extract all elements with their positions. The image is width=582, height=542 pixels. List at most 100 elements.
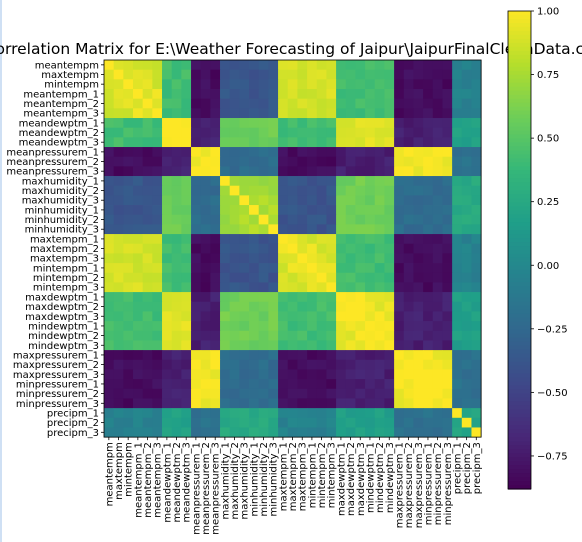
- heatmap-cell: [249, 60, 260, 71]
- heatmap-cell: [326, 69, 337, 80]
- x-tick-label: maxtempm_1: [278, 442, 289, 511]
- heatmap-cell: [432, 321, 443, 332]
- heatmap-cell: [239, 137, 250, 148]
- heatmap-cell: [452, 369, 463, 380]
- heatmap-cell: [471, 127, 482, 138]
- heatmap-cell: [239, 185, 250, 196]
- colorbar-segment: [508, 14, 531, 20]
- heatmap-cell: [171, 69, 182, 80]
- heatmap-cell: [423, 69, 434, 80]
- heatmap-cell: [471, 156, 482, 167]
- heatmap-cell: [365, 243, 376, 254]
- heatmap-cell: [307, 272, 318, 283]
- heatmap-cell: [355, 263, 366, 274]
- heatmap-cell: [326, 176, 337, 187]
- heatmap-cell: [461, 214, 472, 225]
- heatmap-cell: [336, 127, 347, 138]
- heatmap-cell: [442, 195, 453, 206]
- heatmap-cell: [123, 185, 134, 196]
- heatmap-cell: [268, 137, 279, 148]
- heatmap-cell: [123, 98, 134, 109]
- heatmap-cell: [345, 427, 356, 438]
- heatmap-cell: [461, 166, 472, 177]
- heatmap-cell: [336, 89, 347, 100]
- heatmap-cell: [384, 272, 395, 283]
- heatmap-cell: [452, 272, 463, 283]
- heatmap-cell: [278, 359, 289, 370]
- heatmap-cell: [133, 417, 144, 428]
- heatmap-cell: [200, 379, 211, 390]
- heatmap-cell: [471, 195, 482, 206]
- heatmap-cell: [278, 272, 289, 283]
- heatmap-cell: [229, 156, 240, 167]
- heatmap-cell: [152, 263, 163, 274]
- heatmap-cell: [171, 205, 182, 216]
- colorbar-segment: [508, 477, 531, 482]
- colorbar-segment: [508, 86, 531, 92]
- heatmap-cell: [403, 330, 414, 341]
- heatmap-cell: [249, 427, 260, 438]
- heatmap-cell: [394, 321, 405, 332]
- heatmap-cell: [374, 185, 385, 196]
- heatmap-cell: [394, 369, 405, 380]
- heatmap-cell: [249, 253, 260, 264]
- heatmap-cell: [113, 253, 124, 264]
- heatmap-cell: [229, 234, 240, 245]
- x-tick-label: minpressurem_2: [433, 442, 444, 525]
- heatmap-cell: [278, 253, 289, 264]
- heatmap-cell: [191, 243, 202, 254]
- heatmap-cell: [336, 369, 347, 380]
- heatmap-cell: [307, 282, 318, 293]
- heatmap-cell: [268, 253, 279, 264]
- heatmap-cell: [210, 147, 221, 158]
- heatmap-cell: [365, 272, 376, 283]
- heatmap-cell: [355, 166, 366, 177]
- heatmap-cell: [239, 176, 250, 187]
- heatmap-cell: [181, 253, 192, 264]
- heatmap-cell: [471, 427, 482, 438]
- heatmap-cell: [239, 166, 250, 177]
- heatmap-cell: [113, 60, 124, 71]
- heatmap-cell: [162, 79, 173, 90]
- heatmap-cell: [152, 340, 163, 351]
- heatmap-cell: [258, 427, 269, 438]
- heatmap-cell: [432, 98, 443, 109]
- heatmap-cell: [200, 234, 211, 245]
- heatmap-cell: [471, 205, 482, 216]
- heatmap-cell: [297, 427, 308, 438]
- heatmap-cell: [123, 176, 134, 187]
- heatmap-cell: [133, 60, 144, 71]
- heatmap-cell: [239, 350, 250, 361]
- heatmap-cell: [374, 224, 385, 235]
- heatmap-cell: [220, 292, 231, 303]
- heatmap-cell: [200, 166, 211, 177]
- colorbar-segment: [508, 413, 531, 418]
- heatmap-cell: [181, 263, 192, 274]
- heatmap-cell: [191, 427, 202, 438]
- heatmap-cell: [355, 359, 366, 370]
- heatmap-cell: [200, 408, 211, 419]
- heatmap-cell: [442, 243, 453, 254]
- heatmap-cell: [365, 292, 376, 303]
- heatmap-cell: [181, 311, 192, 322]
- heatmap-cell: [123, 311, 134, 322]
- colorbar-segment: [508, 94, 531, 100]
- heatmap-cell: [394, 388, 405, 399]
- heatmap-cell: [413, 398, 424, 409]
- heatmap-cell: [220, 224, 231, 235]
- heatmap-cell: [200, 417, 211, 428]
- heatmap-cell: [336, 427, 347, 438]
- heatmap-cell: [220, 408, 231, 419]
- heatmap-cell: [307, 127, 318, 138]
- colorbar-segment: [508, 453, 531, 458]
- heatmap-cell: [452, 214, 463, 225]
- heatmap-cell: [471, 89, 482, 100]
- heatmap-cell: [142, 243, 153, 254]
- heatmap-cell: [316, 205, 327, 216]
- colorbar-segment: [508, 74, 531, 80]
- heatmap-cell: [162, 127, 173, 138]
- heatmap-cell: [123, 137, 134, 148]
- heatmap-cell: [394, 205, 405, 216]
- heatmap-cell: [365, 398, 376, 409]
- colorbar-segment: [508, 253, 531, 259]
